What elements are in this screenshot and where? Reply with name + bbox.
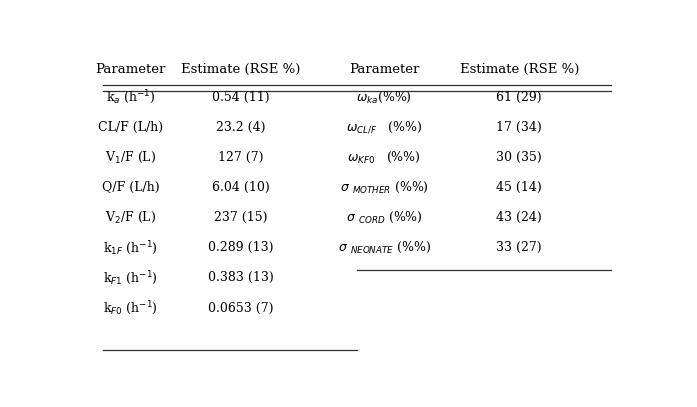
Text: CL/F (L/h): CL/F (L/h) [98, 121, 163, 134]
Text: k$_{F1}$ (h$^{-1}$): k$_{F1}$ (h$^{-1}$) [103, 269, 158, 287]
Text: 6.04 (10): 6.04 (10) [212, 181, 270, 194]
Text: $\sigma$ $_{NEONATE}$ (%%): $\sigma$ $_{NEONATE}$ (%%) [337, 240, 431, 256]
Text: 237 (15): 237 (15) [214, 211, 268, 224]
Text: 43 (24): 43 (24) [496, 211, 542, 224]
Text: 127 (7): 127 (7) [218, 151, 264, 164]
Text: $\omega_{KF0}$   (%%): $\omega_{KF0}$ (%%) [347, 150, 421, 165]
Text: V$_2$/F (L): V$_2$/F (L) [105, 210, 156, 225]
Text: k$_{F0}$ (h$^{-1}$): k$_{F0}$ (h$^{-1}$) [103, 299, 158, 317]
Text: V$_1$/F (L): V$_1$/F (L) [105, 150, 156, 165]
Text: 0.54 (11): 0.54 (11) [213, 91, 270, 104]
Text: 61 (29): 61 (29) [496, 91, 542, 104]
Text: 0.383 (13): 0.383 (13) [208, 271, 274, 284]
Text: 45 (14): 45 (14) [496, 181, 542, 194]
Text: 23.2 (4): 23.2 (4) [216, 121, 266, 134]
Text: $\sigma$ $_{MOTHER}$ (%%): $\sigma$ $_{MOTHER}$ (%%) [339, 180, 429, 195]
Text: 0.289 (13): 0.289 (13) [208, 241, 274, 254]
Text: 17 (34): 17 (34) [496, 121, 542, 134]
Text: Q/F (L/h): Q/F (L/h) [102, 181, 159, 194]
Text: Estimate (RSE %): Estimate (RSE %) [181, 63, 301, 76]
Text: k$_a$ (h$^{-1}$): k$_a$ (h$^{-1}$) [105, 88, 155, 106]
Text: Parameter: Parameter [95, 63, 165, 76]
Text: 33 (27): 33 (27) [496, 241, 542, 254]
Text: k$_{1F}$ (h$^{-1}$): k$_{1F}$ (h$^{-1}$) [103, 239, 158, 257]
Text: Parameter: Parameter [349, 63, 420, 76]
Text: Estimate (RSE %): Estimate (RSE %) [459, 63, 579, 76]
Text: 0.0653 (7): 0.0653 (7) [208, 302, 274, 315]
Text: $\omega_{ka}$(%%): $\omega_{ka}$(%%) [356, 90, 412, 105]
Text: 30 (35): 30 (35) [496, 151, 542, 164]
Text: $\sigma$ $_{CORD}$ (%%): $\sigma$ $_{CORD}$ (%%) [346, 210, 422, 225]
Text: $\omega_{CL/F}$   (%%): $\omega_{CL/F}$ (%%) [346, 120, 422, 136]
